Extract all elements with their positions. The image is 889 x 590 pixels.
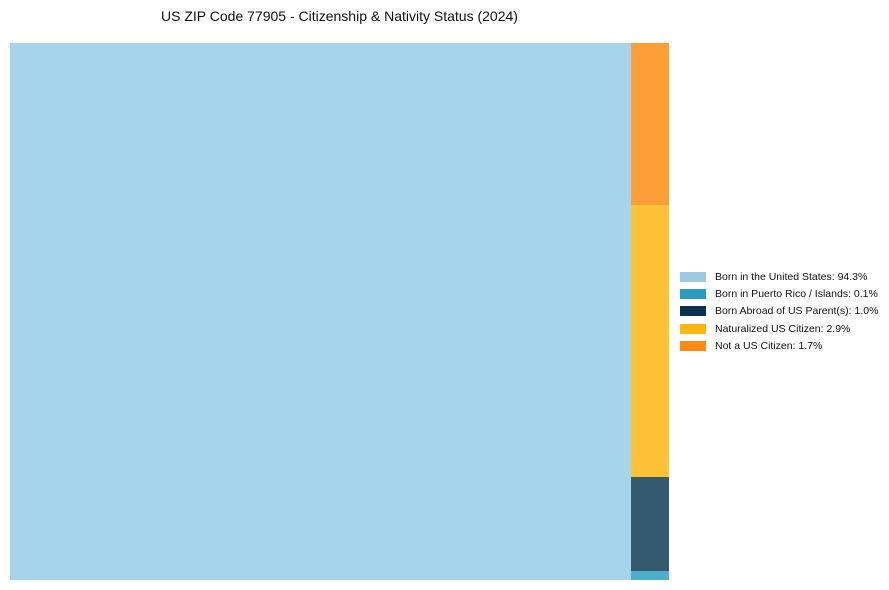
tile-naturalized [631,205,669,477]
legend-swatch [680,271,706,282]
legend-label: Born in the United States: 94.3% [715,270,868,283]
legend-item: Naturalized US Citizen: 2.9% [680,320,878,337]
tile-born-puerto-rico [631,571,669,580]
legend-item: Born in Puerto Rico / Islands: 0.1% [680,285,878,302]
tile-not-us-citizen [631,43,669,205]
tile-born-in-us [10,43,631,580]
legend-label: Naturalized US Citizen: 2.9% [715,322,851,335]
legend-item: Born Abroad of US Parent(s): 1.0% [680,303,878,320]
legend-label: Born in Puerto Rico / Islands: 0.1% [715,288,878,301]
legend-swatch [680,306,706,317]
legend-swatch [680,341,706,352]
chart-title: US ZIP Code 77905 - Citizenship & Nativi… [161,8,518,24]
legend-label: Born Abroad of US Parent(s): 1.0% [715,305,879,318]
legend-swatch [680,289,706,300]
legend-item: Born in the United States: 94.3% [680,268,878,285]
legend-label: Not a US Citizen: 1.7% [715,340,823,353]
legend-item: Not a US Citizen: 1.7% [680,338,878,355]
legend-swatch [680,323,706,334]
treemap [10,43,669,580]
legend: Born in the United States: 94.3% Born in… [680,268,878,355]
tile-born-abroad-us-parents [631,477,669,571]
